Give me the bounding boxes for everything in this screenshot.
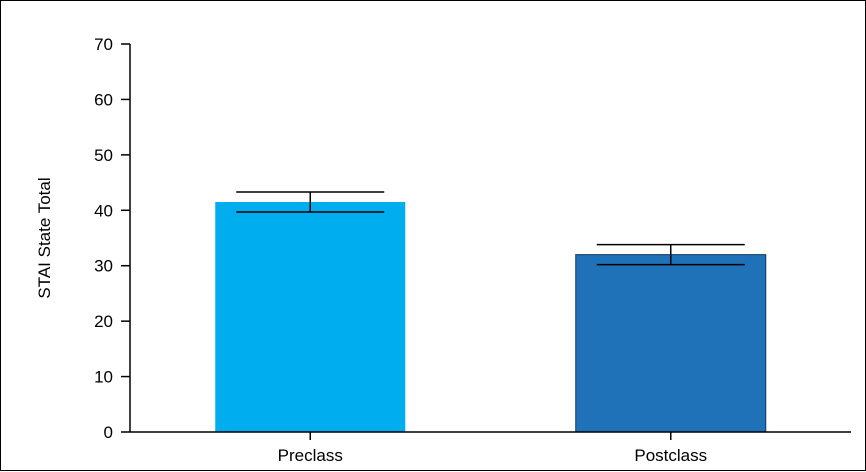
bar-preclass	[215, 201, 406, 432]
x-tick-label: Preclass	[278, 446, 343, 465]
x-axis-labels: Preclass Postclass	[278, 432, 707, 465]
y-tick-label: 0	[104, 423, 113, 442]
error-bars	[236, 191, 745, 266]
y-tick-label: 70	[94, 35, 113, 54]
y-tick-label: 50	[94, 146, 113, 165]
y-tick-label: 60	[94, 90, 113, 109]
bar-postclass	[575, 254, 767, 433]
x-tick-label: Postclass	[634, 446, 707, 465]
y-tick-label: 10	[94, 368, 113, 387]
y-axis-ticks: 0 10 20 30 40 50 60 70	[94, 35, 130, 442]
y-tick-label: 40	[94, 201, 113, 220]
bars	[215, 201, 767, 433]
y-axis-title: STAI State Total	[35, 177, 54, 298]
y-tick-label: 20	[94, 312, 113, 331]
y-tick-label: 30	[94, 257, 113, 276]
